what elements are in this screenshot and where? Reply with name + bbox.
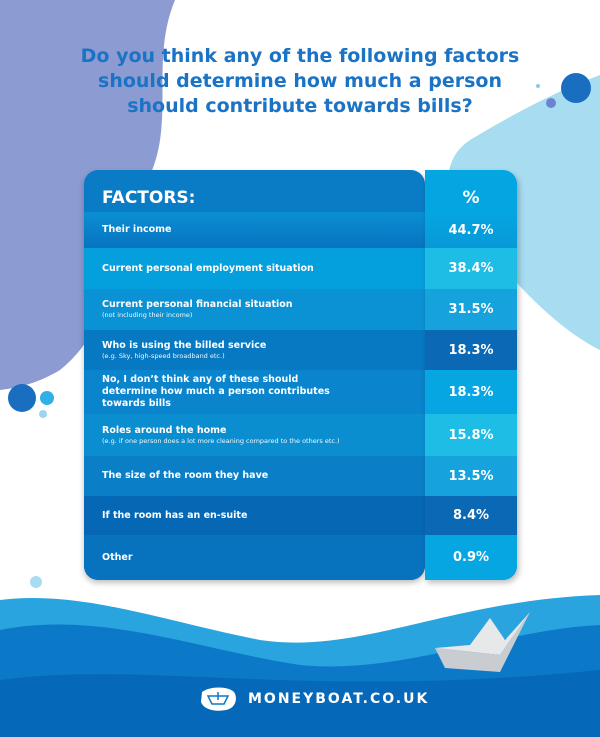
table-row-factor: Who is using the billed service (e.g. Sky… bbox=[84, 330, 425, 370]
table-row-value: 8.4% bbox=[425, 496, 517, 535]
brand-name: MONEYBOAT.CO.UK bbox=[248, 691, 430, 707]
factor-label: If the room has an en-suite bbox=[102, 509, 248, 521]
percent-value: 31.5% bbox=[448, 302, 494, 317]
factor-note: (e.g. Sky, high-speed broadband etc.) bbox=[102, 351, 225, 360]
percent-value: 8.4% bbox=[452, 508, 490, 523]
brand-logo: MONEYBOAT.CO.UK bbox=[198, 686, 429, 712]
percent-value: 44.7% bbox=[448, 222, 494, 238]
factor-label: The size of the room they have bbox=[102, 470, 269, 481]
factor-label: Their income bbox=[102, 224, 172, 235]
table-row-value: 18.3% bbox=[425, 370, 517, 414]
table-row-factor: Other bbox=[84, 535, 425, 580]
table-row-factor: The size of the room they have bbox=[84, 456, 425, 496]
factors-header: FACTORS: bbox=[102, 188, 196, 208]
percent-value: 18.3% bbox=[448, 342, 494, 358]
percent-header: % bbox=[462, 188, 480, 208]
percent-value: 13.5% bbox=[448, 468, 494, 484]
table-row-factor: Current personal financial situation (not… bbox=[84, 289, 425, 330]
table-row-value: 15.8% bbox=[425, 414, 517, 456]
factor-label: Other bbox=[102, 551, 133, 563]
percent-column: % 44.7% 38.4% 31.5% 18.3% 18.3% 15.8% 13.5% 8.4… bbox=[425, 170, 517, 580]
table-row-value: 18.3% bbox=[425, 330, 517, 370]
table-row-value: 38.4% bbox=[425, 248, 517, 289]
factor-label: Current personal employment situation bbox=[102, 262, 314, 274]
factor-label: Current personal financial situation bbox=[102, 299, 293, 310]
table-row-factor: Roles around the home (e.g. if one person… bbox=[84, 414, 425, 456]
table-row-value: 44.7% bbox=[425, 212, 517, 248]
table-row-value: 0.9% bbox=[425, 535, 517, 580]
table-row-factor: Current personal employment situation bbox=[84, 248, 425, 289]
paper-boat-illustration bbox=[435, 612, 530, 672]
factor-label: Roles around the home bbox=[102, 424, 227, 436]
table-row-value: 31.5% bbox=[425, 289, 517, 330]
percent-value: 15.8% bbox=[448, 427, 494, 443]
factor-note: (e.g. if one person does a lot more clea… bbox=[102, 436, 340, 445]
factor-note: (not including their income) bbox=[102, 311, 193, 319]
page-title: Do you think any of the following factor… bbox=[80, 45, 520, 117]
factors-column: FACTORS: Their income Current personal em… bbox=[84, 170, 425, 580]
table-row-factor: Their income bbox=[84, 212, 425, 248]
table-row-factor: No, I don’t think any of these should de… bbox=[84, 370, 425, 414]
factor-label: Who is using the billed service bbox=[102, 339, 267, 351]
boat-logo-icon bbox=[201, 687, 236, 711]
factor-label: No, I don’t think any of these should de… bbox=[102, 374, 330, 409]
percent-value: 18.3% bbox=[448, 384, 494, 400]
table-row-value: 13.5% bbox=[425, 456, 517, 496]
percent-value: 38.4% bbox=[448, 261, 494, 276]
table-row-factor: If the room has an en-suite bbox=[84, 496, 425, 535]
percent-value: 0.9% bbox=[452, 550, 490, 565]
